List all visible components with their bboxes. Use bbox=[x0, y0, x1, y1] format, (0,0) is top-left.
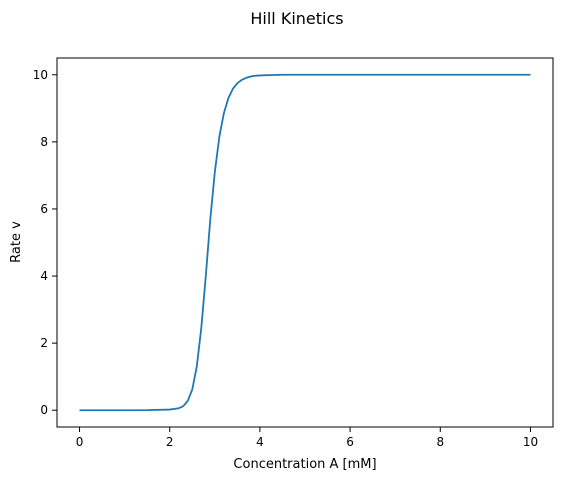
x-tick-label: 6 bbox=[346, 435, 354, 449]
x-tick-label: 4 bbox=[256, 435, 264, 449]
y-tick-label: 10 bbox=[33, 68, 48, 82]
y-axis-label: Rate v bbox=[9, 221, 24, 263]
y-tick-label: 4 bbox=[40, 269, 48, 283]
x-tick-label: 0 bbox=[76, 435, 84, 449]
y-axis-ticks: 0 2 4 6 8 10 bbox=[33, 68, 57, 417]
x-tick-label: 2 bbox=[166, 435, 174, 449]
x-tick-label: 10 bbox=[523, 435, 538, 449]
x-tick-label: 8 bbox=[436, 435, 444, 449]
y-tick-label: 0 bbox=[40, 403, 48, 417]
series-line bbox=[79, 73, 531, 412]
x-axis-ticks: 0 2 4 6 8 10 bbox=[76, 427, 538, 449]
chart-title: Hill Kinetics bbox=[250, 9, 343, 28]
plot-frame bbox=[56, 57, 554, 428]
x-axis-label: Concentration A [mM] bbox=[233, 457, 376, 472]
y-tick-label: 6 bbox=[40, 202, 48, 216]
y-tick-label: 2 bbox=[40, 336, 48, 350]
y-tick-label: 8 bbox=[40, 135, 48, 149]
